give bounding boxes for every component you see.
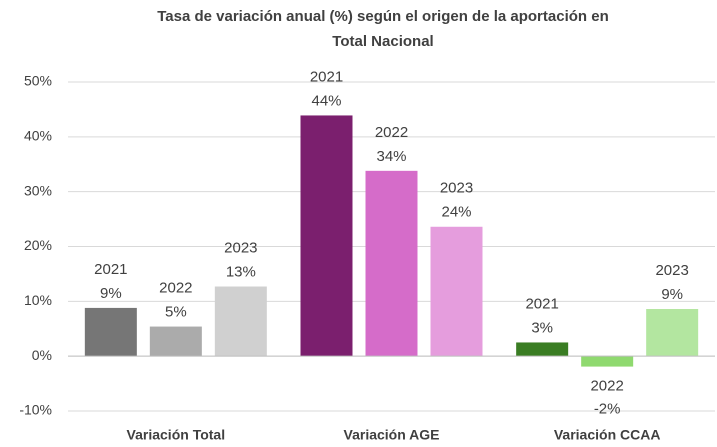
data-label: 34% — [376, 148, 406, 165]
bar — [516, 342, 569, 357]
y-tick-label: 0% — [32, 347, 52, 363]
bar — [581, 356, 634, 367]
y-tick-label: 20% — [24, 237, 52, 253]
y-tick-label: -10% — [19, 402, 52, 418]
bar — [430, 226, 483, 357]
x-tick-label: Variación AGE — [344, 427, 440, 443]
data-label: 5% — [165, 304, 187, 321]
y-tick-label: 30% — [24, 182, 52, 198]
data-label: 24% — [441, 204, 471, 221]
bar — [646, 309, 699, 357]
data-label: 9% — [661, 286, 683, 303]
chart-title: Tasa de variación anual (%) según el ori… — [157, 8, 609, 25]
data-label: 9% — [100, 285, 122, 302]
data-label: -2% — [594, 401, 621, 418]
y-tick-label: 40% — [24, 128, 52, 144]
chart-title: Total Nacional — [332, 33, 433, 50]
data-label-series: 2021 — [310, 68, 343, 85]
data-label-series: 2023 — [224, 239, 257, 256]
data-label: 13% — [226, 263, 256, 280]
data-label-series: 2021 — [94, 261, 127, 278]
bar — [300, 115, 353, 357]
y-tick-label: 50% — [24, 73, 52, 89]
data-label-series: 2021 — [525, 295, 558, 312]
data-label-series: 2022 — [159, 280, 192, 297]
x-tick-label: Variación CCAA — [554, 427, 661, 443]
x-tick-label: Variación Total — [127, 427, 226, 443]
bar — [149, 326, 202, 357]
data-label-series: 2023 — [440, 180, 473, 197]
data-label-series: 2022 — [375, 124, 408, 141]
data-label-series: 2023 — [655, 262, 688, 279]
bar — [365, 170, 418, 357]
data-label-series: 2022 — [590, 378, 623, 395]
bar — [84, 307, 137, 357]
data-label: 44% — [311, 92, 341, 109]
data-label: 3% — [531, 319, 553, 336]
bar — [214, 286, 267, 357]
y-tick-label: 10% — [24, 292, 52, 308]
